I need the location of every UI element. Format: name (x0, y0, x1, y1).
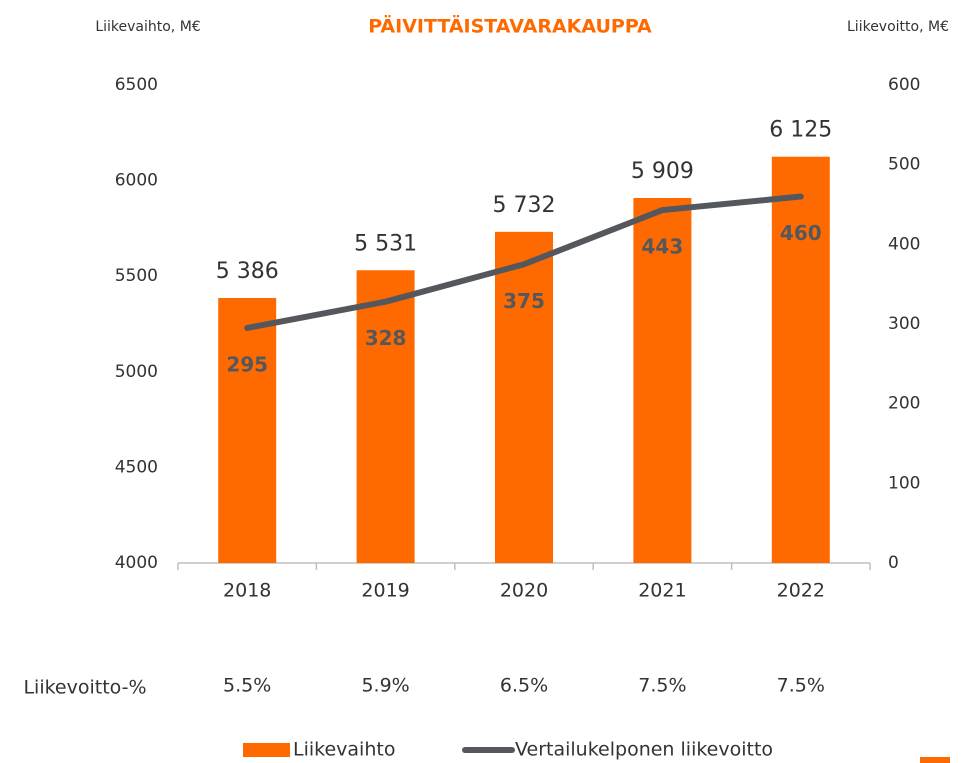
margin-value: 6.5% (500, 675, 548, 697)
legend-label: Liikevaihto (293, 739, 395, 761)
decoration (920, 757, 950, 763)
margin-value: 7.5% (777, 675, 825, 697)
bar-value-label: 5 386 (216, 259, 279, 284)
margin-value: 7.5% (638, 675, 686, 697)
margin-value: 5.9% (361, 675, 409, 697)
y2-tick-label: 100 (888, 473, 920, 493)
y2-tick-label: 300 (888, 314, 920, 334)
margin-value: 5.5% (223, 675, 271, 697)
line-value-label: 460 (780, 221, 822, 245)
y-tick-label: 4500 (115, 457, 158, 477)
legend-swatch (243, 743, 290, 757)
x-tick-label: 2022 (777, 580, 825, 602)
line-value-label: 295 (226, 352, 268, 376)
chart-title: PÄIVITTÄISTAVARAKAUPPA (368, 14, 652, 38)
bar (495, 231, 553, 563)
bar (218, 297, 277, 563)
x-tick-label: 2018 (223, 580, 271, 602)
y2-axis-label: Liikevoitto, M€ (847, 19, 949, 35)
bar (633, 197, 692, 563)
margin-row-label: Liikevoitto-% (23, 677, 146, 699)
bar-value-label: 5 909 (631, 159, 694, 184)
y2-tick-label: 500 (888, 155, 920, 175)
x-tick-label: 2021 (638, 580, 686, 602)
y-axis-label: Liikevaihto, M€ (95, 19, 200, 35)
legend-label: Vertailukelponen liikevoitto (515, 739, 773, 761)
y2-tick-label: 400 (888, 234, 920, 254)
bar-value-label: 5 732 (493, 193, 556, 218)
x-tick-label: 2019 (361, 580, 409, 602)
y-tick-label: 4000 (115, 553, 158, 573)
bar-value-label: 5 531 (354, 231, 417, 256)
y-tick-label: 5500 (115, 266, 158, 286)
bar-value-label: 6 125 (769, 118, 832, 143)
bar (356, 270, 415, 563)
y-tick-label: 6000 (115, 171, 158, 191)
y-tick-label: 6500 (115, 75, 158, 95)
line-value-label: 375 (503, 289, 545, 313)
y2-tick-label: 0 (888, 553, 899, 573)
line (244, 193, 804, 331)
line-value-label: 443 (642, 235, 684, 259)
x-tick-label: 2020 (500, 580, 548, 602)
y-tick-label: 5000 (115, 362, 158, 382)
y2-tick-label: 200 (888, 394, 920, 414)
line-value-label: 328 (365, 326, 407, 350)
y2-tick-label: 600 (888, 75, 920, 95)
bar (771, 156, 830, 563)
